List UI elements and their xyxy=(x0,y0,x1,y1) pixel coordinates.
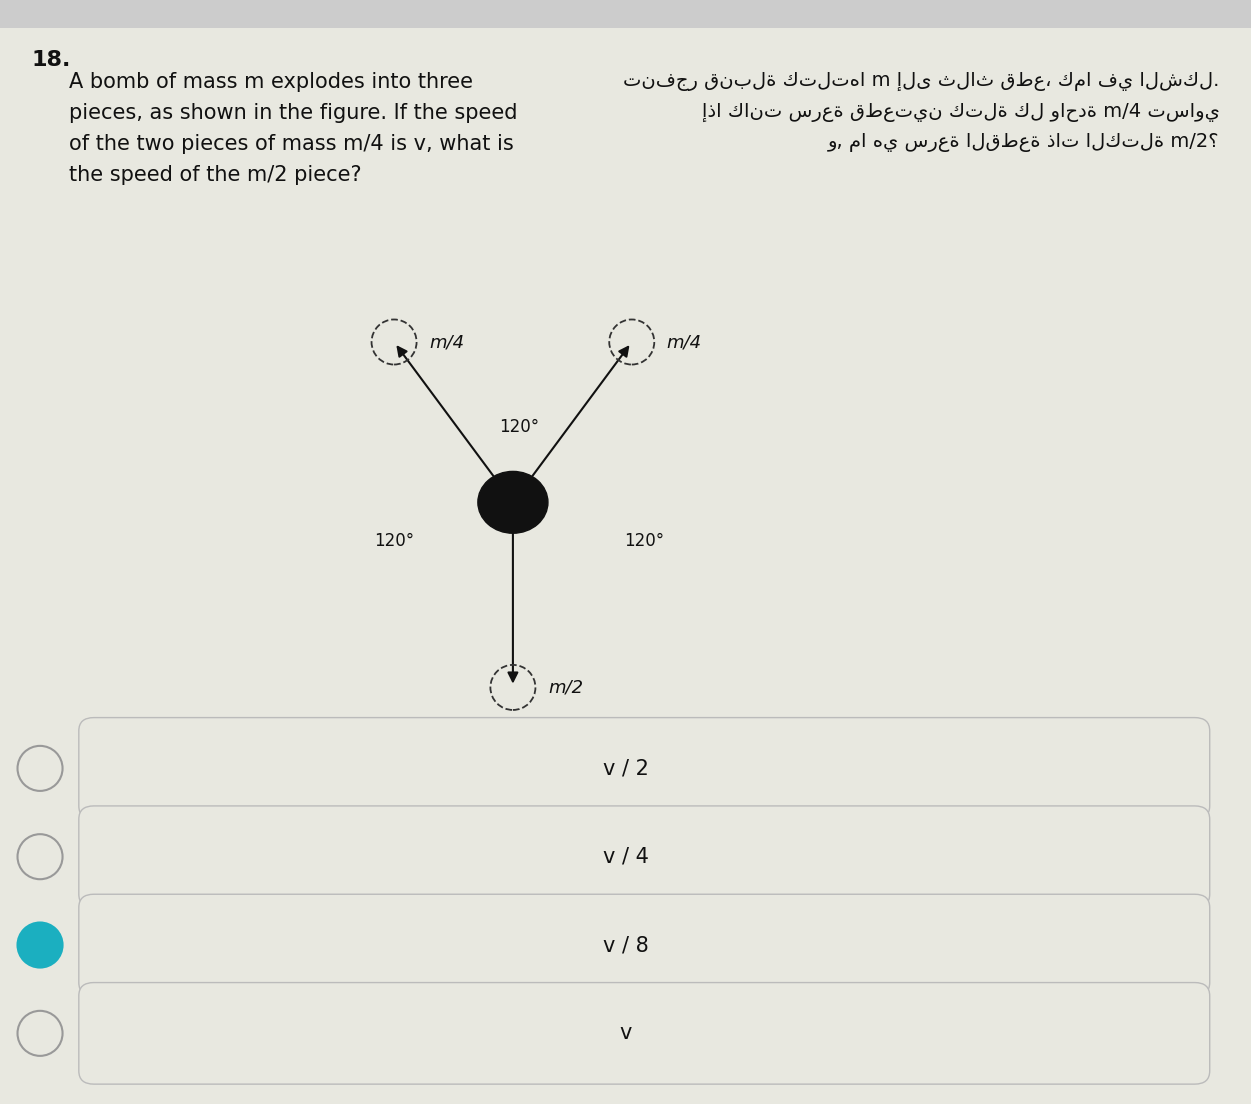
FancyBboxPatch shape xyxy=(79,718,1210,819)
Text: m/2: m/2 xyxy=(548,679,583,697)
Text: m/4: m/4 xyxy=(667,333,702,351)
FancyBboxPatch shape xyxy=(79,894,1210,996)
Circle shape xyxy=(478,471,548,533)
Text: 18.: 18. xyxy=(31,50,70,70)
Text: 120°: 120° xyxy=(374,532,414,550)
Text: v: v xyxy=(619,1023,632,1043)
Text: A bomb of mass m explodes into three
pieces, as shown in the figure. If the spee: A bomb of mass m explodes into three pie… xyxy=(69,72,518,185)
Ellipse shape xyxy=(18,835,63,879)
FancyBboxPatch shape xyxy=(79,983,1210,1084)
Text: v / 8: v / 8 xyxy=(603,935,648,955)
Ellipse shape xyxy=(18,1011,63,1055)
Text: v / 4: v / 4 xyxy=(603,847,648,867)
Text: v / 2: v / 2 xyxy=(603,758,648,778)
Ellipse shape xyxy=(18,746,63,790)
Text: 120°: 120° xyxy=(624,532,664,550)
Text: تنفجر قنبلة كتلتها m إلى ثلاث قطع، كما في الشكل.
إذا كانت سرعة قطعتين كتلة كل وا: تنفجر قنبلة كتلتها m إلى ثلاث قطع، كما ف… xyxy=(623,72,1220,152)
FancyBboxPatch shape xyxy=(79,806,1210,907)
FancyBboxPatch shape xyxy=(0,0,1251,28)
Text: m/4: m/4 xyxy=(429,333,464,351)
Ellipse shape xyxy=(18,923,63,967)
Text: 120°: 120° xyxy=(499,418,539,436)
